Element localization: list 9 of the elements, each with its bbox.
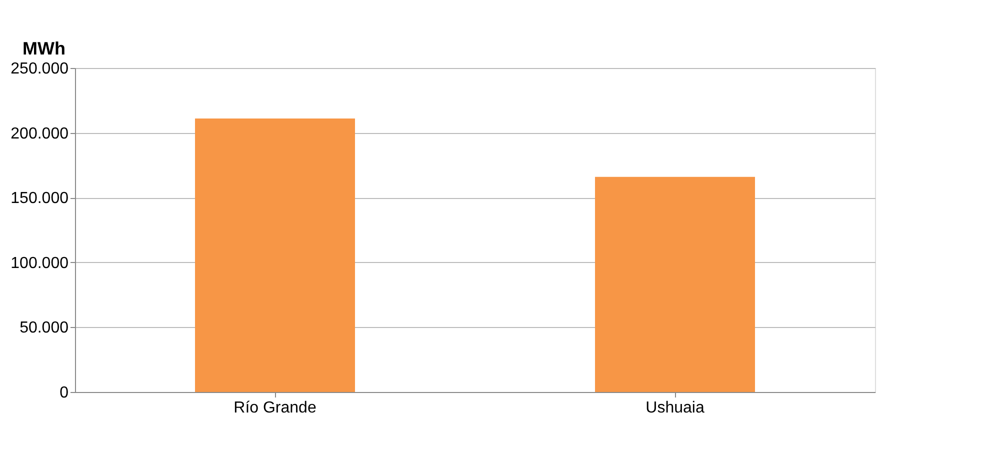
y-tick-label: 250.000: [10, 60, 69, 78]
y-tick-label: 100.000: [10, 254, 69, 272]
y-tick-label: 50.000: [20, 320, 69, 337]
x-tick-label: Río Grande: [234, 400, 316, 416]
y-tick-label: 150.000: [10, 190, 69, 208]
y-tick-label: 200.000: [10, 125, 69, 142]
y-tick-label: 0: [60, 384, 69, 402]
x-tick-label: Ushuaia: [646, 400, 704, 416]
y-axis-title: MWh: [22, 38, 66, 58]
